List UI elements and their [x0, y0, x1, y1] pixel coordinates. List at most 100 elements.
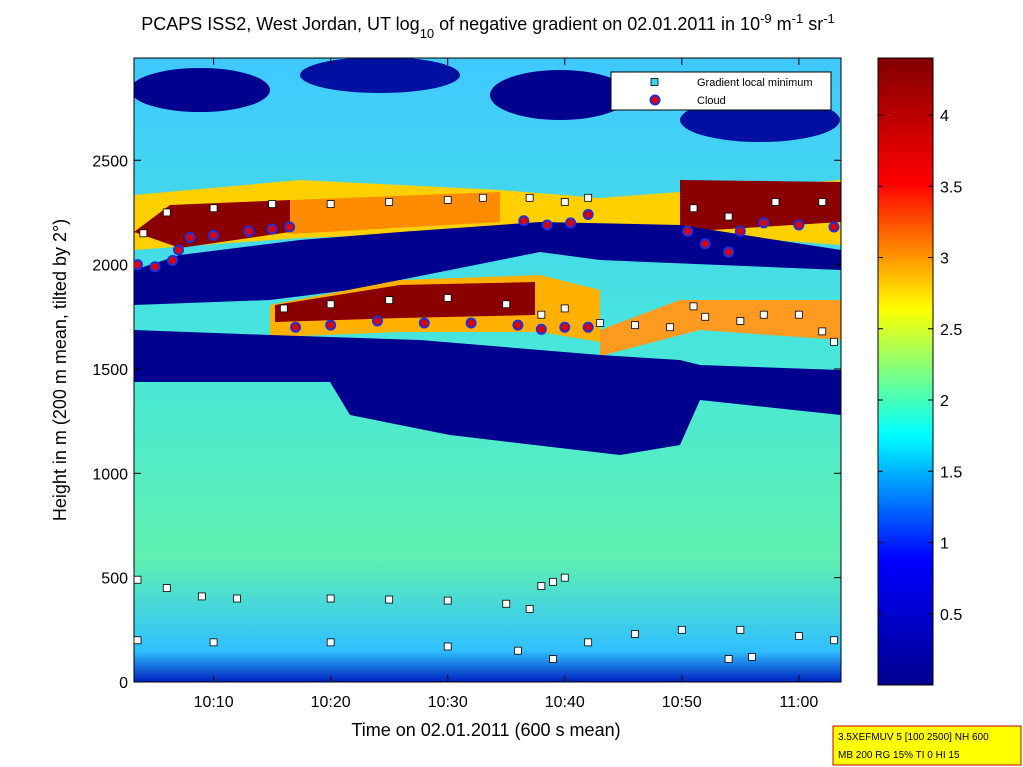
title-part: -1	[792, 11, 804, 26]
point	[478, 193, 487, 202]
point	[537, 310, 546, 319]
point	[290, 321, 302, 333]
point	[418, 317, 430, 329]
y-tick-label: 1500	[92, 362, 128, 379]
point	[541, 219, 553, 231]
colorbar-tick-label: 4	[940, 108, 949, 125]
point	[518, 215, 530, 227]
data-marks	[134, 193, 840, 663]
point	[172, 244, 184, 256]
point	[724, 212, 733, 221]
chart-title: PCAPS ISS2, West Jordan, UT log10 of neg…	[141, 11, 835, 41]
point	[502, 599, 511, 608]
point	[443, 196, 452, 204]
x-tick-label: 10:50	[662, 694, 702, 711]
point	[560, 198, 569, 206]
point	[525, 605, 534, 613]
point	[549, 655, 557, 663]
x-tick-label: 10:40	[545, 694, 585, 711]
point	[549, 577, 557, 586]
x-tick-label: 10:20	[311, 694, 351, 711]
info-box	[832, 725, 1022, 766]
point	[828, 221, 840, 233]
point	[284, 221, 296, 233]
legend: Gradient local minimum Cloud	[610, 71, 832, 111]
point	[167, 254, 179, 266]
point	[689, 204, 698, 213]
y-tick-label: 0	[119, 675, 128, 692]
point	[184, 231, 196, 243]
point	[666, 323, 675, 332]
title-part: of negative gradient on 02.01.2011 in 10	[434, 14, 760, 34]
point	[794, 632, 803, 640]
point	[243, 225, 255, 237]
heatmap-region	[134, 222, 841, 305]
point	[759, 310, 768, 319]
point	[699, 238, 711, 250]
colorbar-ticks: 0.5 1 1.5 2 2.5 3 3.5 4	[878, 108, 962, 624]
axes: 10:10 10:20 10:30 10:40 10:50 11:00 0 500 1000 15…	[92, 58, 841, 711]
plot-frame	[133, 57, 842, 683]
point	[443, 294, 452, 302]
point	[535, 323, 547, 335]
point	[701, 312, 710, 321]
point	[560, 573, 569, 582]
title-part: -9	[760, 11, 772, 26]
point	[682, 225, 694, 237]
colorbar-tick-label: 3.5	[940, 179, 962, 196]
point	[326, 594, 335, 603]
x-tick-label: 10:10	[194, 694, 234, 711]
point	[162, 208, 171, 217]
point	[584, 193, 593, 202]
y-axis-label: Height in m (200 m mean, tilted by 2°)	[50, 219, 70, 521]
point	[279, 304, 288, 313]
point	[371, 315, 383, 327]
point	[748, 653, 756, 661]
point	[465, 317, 477, 329]
point	[443, 642, 452, 651]
y-tick-label: 500	[101, 571, 128, 588]
heatmap	[134, 58, 841, 682]
point	[582, 321, 594, 333]
title-part: m	[772, 14, 792, 34]
point	[209, 638, 218, 647]
point	[830, 337, 838, 346]
point	[559, 321, 571, 333]
point	[162, 584, 171, 592]
colorbar-tick-label: 2.5	[940, 322, 962, 339]
title-part: -1	[823, 11, 835, 26]
point	[134, 636, 142, 645]
point	[514, 646, 522, 655]
point	[208, 229, 220, 241]
heatmap-region	[134, 68, 270, 112]
point	[724, 655, 733, 663]
point	[385, 296, 394, 304]
heatmap-region	[680, 180, 841, 232]
point	[325, 319, 337, 331]
legend-marker	[650, 78, 659, 86]
info-text: 3.5XEFMUV 5 [100 2500] NH 600	[838, 732, 989, 743]
point	[794, 310, 803, 319]
point	[736, 317, 745, 325]
point	[723, 246, 735, 258]
heatmap-region	[490, 70, 630, 120]
point	[268, 200, 277, 208]
point	[537, 582, 546, 590]
heatmap-region	[275, 282, 535, 322]
colorbar	[877, 57, 934, 686]
colorbar-tick-label: 1	[940, 536, 949, 553]
point	[771, 198, 780, 206]
point	[326, 638, 335, 647]
point	[631, 630, 639, 638]
y-tick-label: 2500	[92, 153, 128, 170]
point	[793, 219, 805, 231]
point	[266, 223, 278, 235]
heatmap-region	[300, 58, 460, 93]
point	[197, 592, 206, 601]
point	[209, 204, 218, 213]
y-tick-label: 1000	[92, 466, 128, 483]
point	[677, 625, 686, 634]
point	[758, 217, 770, 229]
point	[595, 319, 604, 327]
